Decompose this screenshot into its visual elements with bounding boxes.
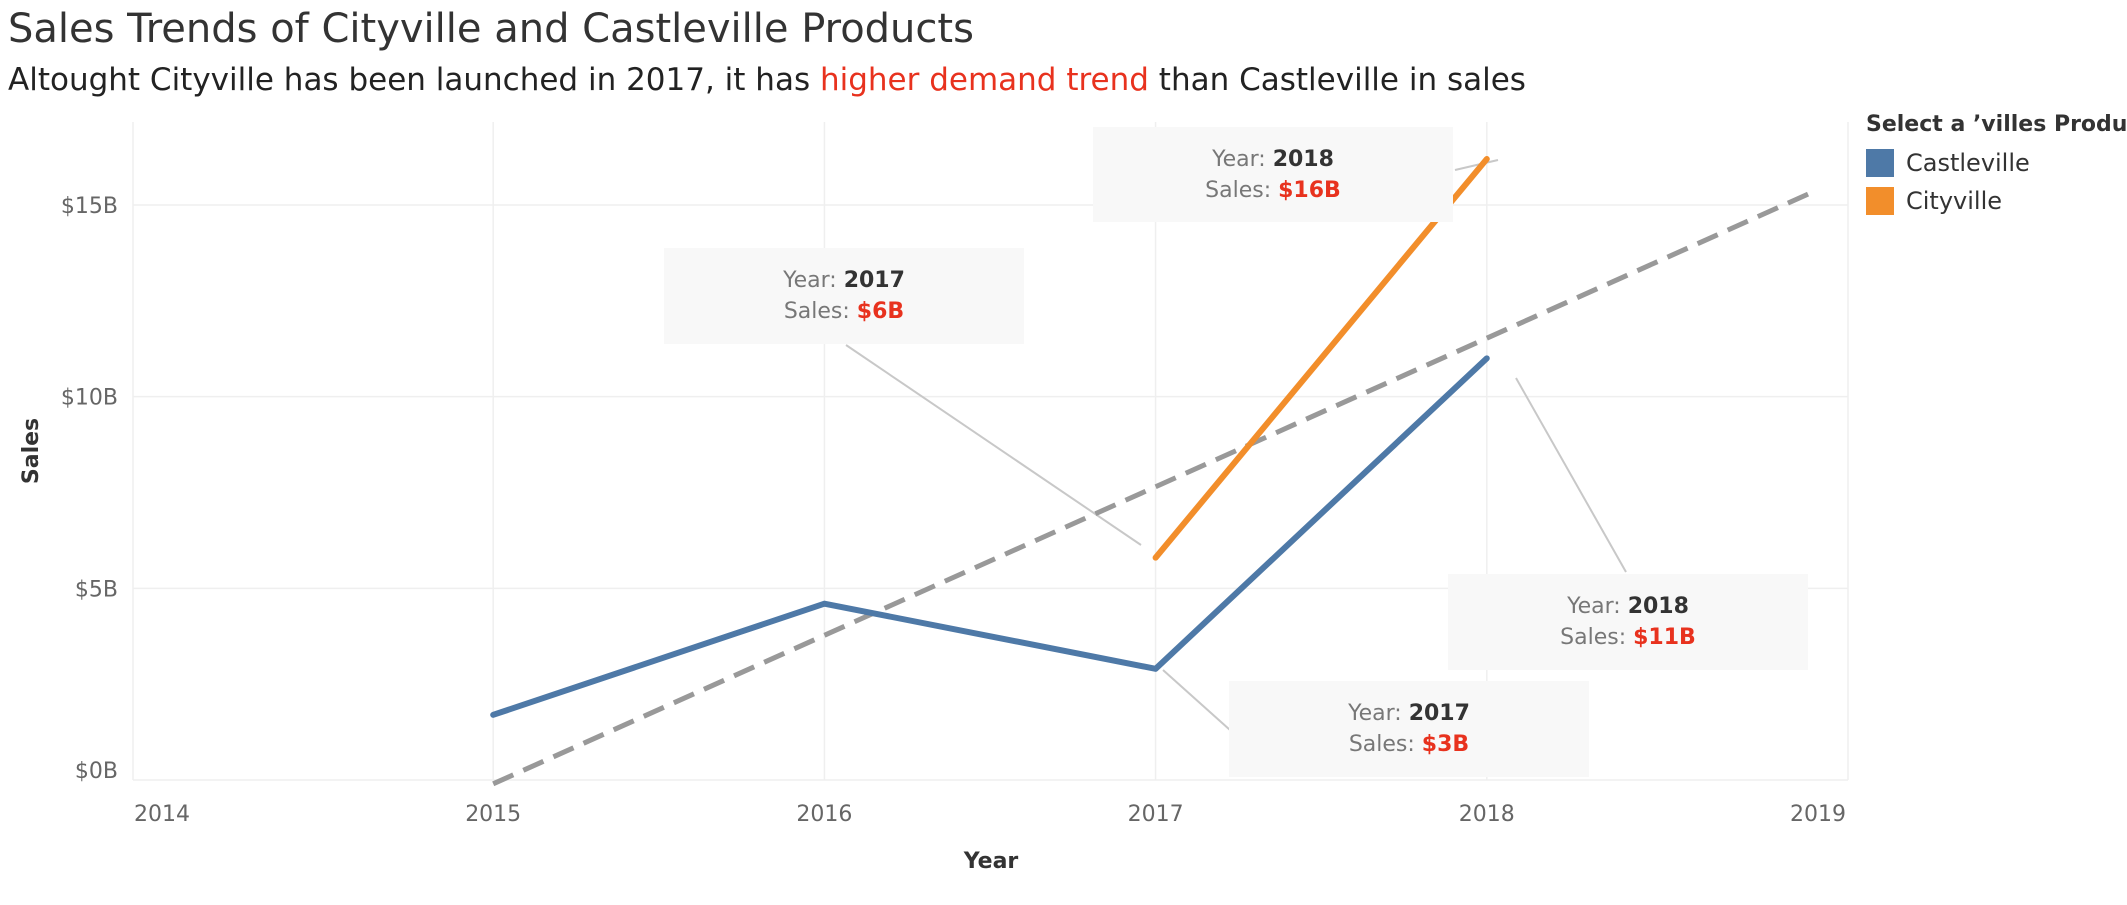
y-tick-label: $5B xyxy=(75,577,118,602)
annotation-connector xyxy=(1454,159,1499,171)
y-axis-title: Sales xyxy=(19,418,44,484)
chart-title: Sales Trends of Cityville and Castlevill… xyxy=(8,6,974,52)
legend-item-cityville[interactable]: Cityville xyxy=(1866,187,2127,215)
y-tick-label: $0B xyxy=(75,759,118,784)
legend: Select a ’villes Product Castleville Cit… xyxy=(1866,112,2127,225)
legend-item-castleville[interactable]: Castleville xyxy=(1866,149,2127,177)
annotation-sales: $6B xyxy=(856,299,905,324)
trend-line xyxy=(492,187,1820,787)
x-tick-label: 2015 xyxy=(465,802,521,827)
annotation-year: 2018 xyxy=(1627,594,1689,619)
series-line-castleville xyxy=(490,355,1490,718)
annotation-castleville-2018: Year: 2018 Sales: $11B xyxy=(1448,574,1808,670)
annotation-year-label: Year: xyxy=(1348,701,1402,726)
chart-subtitle: Altought Cityville has been launched in … xyxy=(8,62,1526,98)
x-tick-label: 2016 xyxy=(796,802,852,827)
legend-label-castleville: Castleville xyxy=(1906,149,2030,177)
x-tick-label: 2017 xyxy=(1128,802,1184,827)
x-tick-label: 2019 xyxy=(1790,802,1846,827)
annotation-sales: $11B xyxy=(1633,625,1696,650)
annotation-connector xyxy=(1515,377,1627,573)
subtitle-text-start: Altought Cityville has been launched in … xyxy=(8,62,820,98)
series-line-cityville xyxy=(1152,156,1490,561)
tick-labels: 2014 2015 2016 2017 2018 2019 $0B $5B $10B $15B xyxy=(61,194,1846,827)
x-axis-title: Year xyxy=(963,849,1019,874)
annotation-castleville-2017: Year: 2017 Sales: $3B xyxy=(1229,681,1589,777)
y-tick-label: $15B xyxy=(61,194,118,219)
annotation-sales-label: Sales: xyxy=(1348,732,1415,757)
annotation-year: 2017 xyxy=(843,268,905,293)
gridlines xyxy=(132,122,1849,781)
subtitle-highlight: higher demand trend xyxy=(819,62,1149,98)
annotation-sales-label: Sales: xyxy=(1560,625,1627,650)
subtitle-text-end: than Castleville in sales xyxy=(1148,62,1526,98)
annotation-year: 2018 xyxy=(1272,146,1334,172)
annotation-sales-label: Sales: xyxy=(1205,177,1272,203)
annotation-sales: $3B xyxy=(1421,732,1470,757)
legend-swatch-cityville xyxy=(1866,187,1894,215)
annotation-year-label: Year: xyxy=(1567,594,1621,619)
annotation-connector xyxy=(845,344,1142,546)
legend-label-cityville: Cityville xyxy=(1906,187,2003,215)
annotation-sales-label: Sales: xyxy=(783,299,850,324)
legend-title: Select a ’villes Product xyxy=(1866,112,2127,137)
chart-marks xyxy=(490,156,1820,787)
x-tick-label: 2018 xyxy=(1459,802,1515,827)
legend-swatch-castleville xyxy=(1866,149,1894,177)
annotation-year: 2017 xyxy=(1408,701,1470,726)
annotation-year-label: Year: xyxy=(783,268,837,293)
annotation-cityville-2017: Year: 2017 Sales: $6B xyxy=(664,248,1024,344)
x-tick-label: 2014 xyxy=(134,802,190,827)
annotation-year-label: Year: xyxy=(1212,146,1266,172)
annotation-connector xyxy=(1162,669,1231,731)
annotation-sales: $16B xyxy=(1278,177,1341,203)
annotation-cityville-2018: Year: 2018 Sales: $16B xyxy=(1093,127,1453,222)
annotation-connectors xyxy=(845,159,1627,731)
y-tick-label: $10B xyxy=(61,386,118,411)
